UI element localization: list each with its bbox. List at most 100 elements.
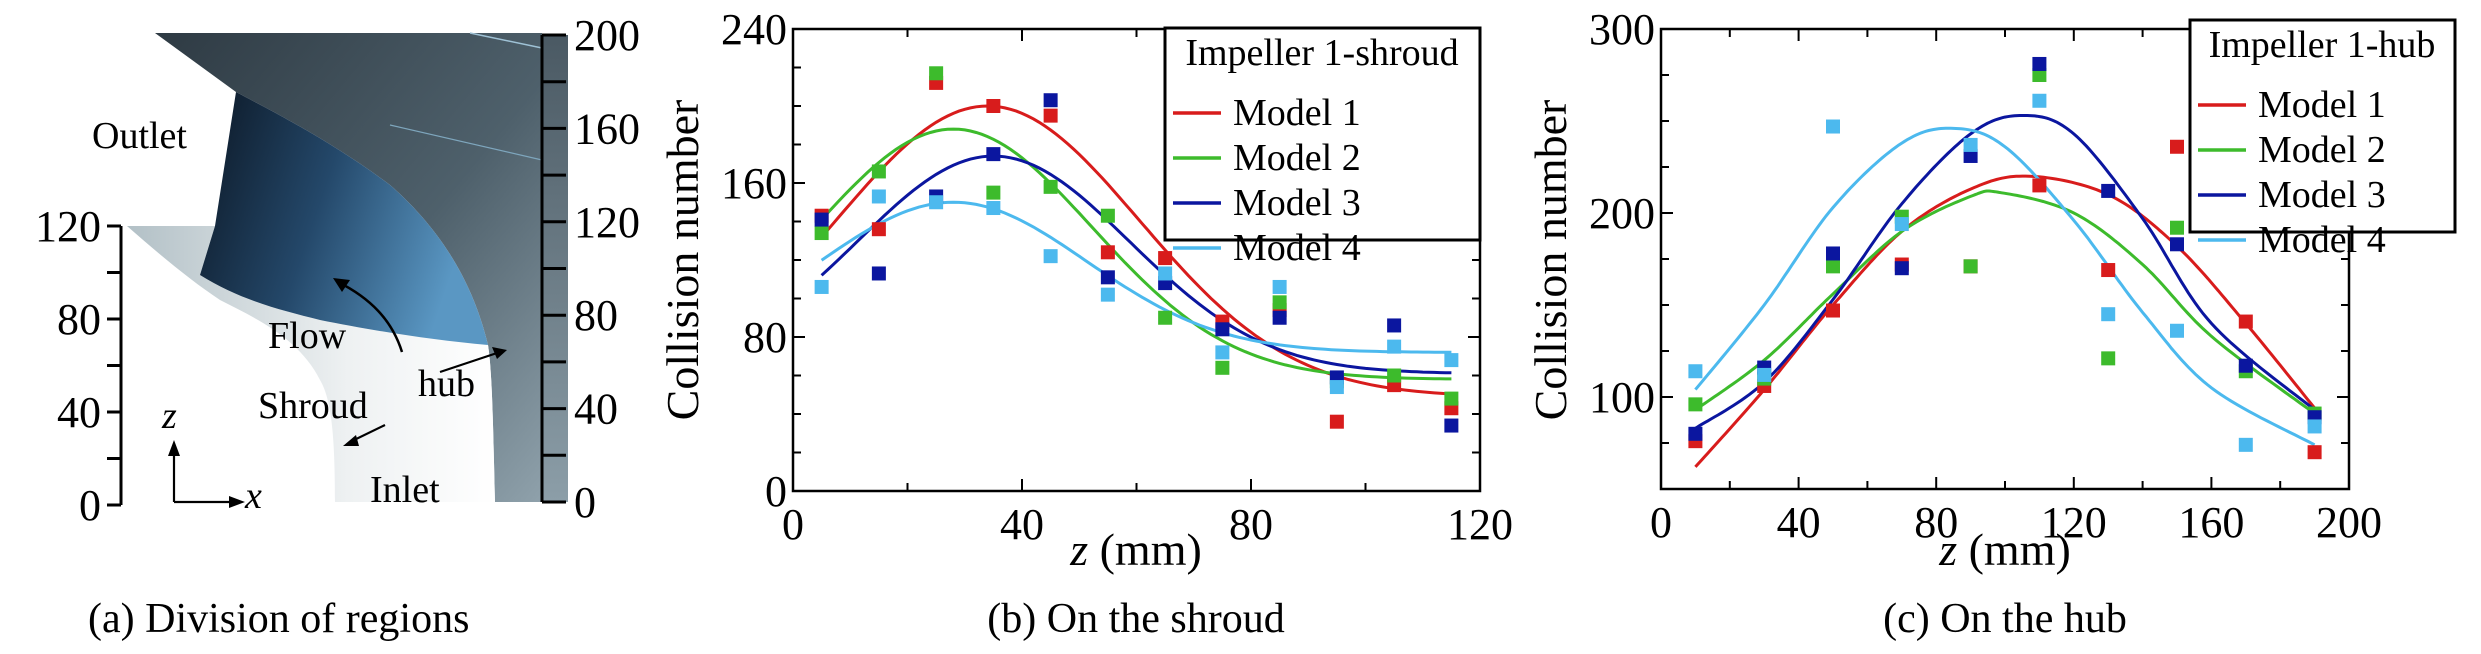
fit-curve-model-3	[820, 154, 1452, 375]
blade-surface	[200, 92, 488, 345]
z-arrowhead-icon	[168, 440, 180, 456]
right-scale-label: 80	[574, 291, 618, 340]
data-point-model-4	[1963, 137, 1978, 152]
data-point-model-3	[1963, 148, 1978, 163]
data-point-model-3	[2032, 56, 2047, 71]
data-point-model-2	[1158, 310, 1173, 325]
data-point-model-2	[1688, 397, 1703, 412]
data-point-model-2	[929, 66, 944, 81]
right-scale-label: 200	[574, 11, 640, 60]
legend-entry: Model 2	[2258, 129, 2386, 171]
hub-arrow-icon	[439, 350, 501, 374]
data-point-model-2	[986, 185, 1001, 200]
data-point-model-2	[1387, 368, 1402, 383]
data-point-model-1	[2307, 445, 2322, 460]
legend-entry: Model 4	[1233, 227, 1361, 269]
caption-a: (a) Division of regions	[88, 596, 469, 642]
label-x-axis: x	[244, 475, 262, 517]
legend-entry: Model 3	[2258, 174, 2386, 216]
y-tick-label: 160	[721, 159, 787, 208]
right-scale-label: 40	[574, 385, 618, 434]
legend-entry: Model 1	[1233, 92, 1361, 134]
data-point-model-4	[871, 189, 886, 204]
data-point-model-4	[1894, 217, 1909, 232]
x-tick-label: 80	[1914, 498, 1958, 547]
fit-curve-model-1	[1694, 174, 2316, 468]
left-scale-label: 40	[57, 388, 101, 437]
x-tick-label: 0	[782, 500, 804, 549]
data-point-model-1	[1826, 303, 1840, 318]
data-point-model-4	[2170, 323, 2184, 338]
data-point-model-4	[1158, 266, 1173, 281]
data-point-model-1	[2032, 178, 2047, 193]
fit-curve-model-3	[1694, 114, 2316, 430]
legend-entry: Model 3	[1233, 182, 1361, 224]
x-tick-label: 120	[2041, 498, 2107, 547]
label-z-axis: z	[161, 395, 177, 437]
data-point-model-4	[2032, 93, 2047, 108]
legend-entry: Model 4	[2258, 219, 2386, 261]
right-scale-label: 0	[574, 478, 596, 527]
data-point-model-4	[1043, 249, 1058, 264]
fit-curve-model-4	[820, 200, 1452, 354]
data-point-model-3	[1387, 318, 1402, 333]
y-tick-label: 240	[721, 5, 787, 54]
data-point-model-1	[986, 99, 1001, 113]
data-point-model-3	[986, 147, 1001, 162]
flow-arrowhead-icon	[333, 278, 350, 292]
data-point-model-3	[2170, 237, 2184, 252]
data-point-model-3	[1272, 310, 1287, 325]
data-point-model-2	[1215, 360, 1230, 375]
x-tick-label: 120	[1447, 500, 1513, 549]
x-axis-unit: (mm)	[1957, 524, 2071, 575]
y-tick-label: 200	[1589, 189, 1655, 238]
x-arrowhead-icon	[229, 496, 245, 508]
right-scale-label: 160	[574, 104, 640, 153]
left-scale-label: 80	[57, 295, 101, 344]
x-tick-label: 40	[1000, 500, 1044, 549]
highlight-line	[389, 124, 543, 161]
legend-entry: Model 1	[2258, 84, 2386, 126]
data-point-model-2	[1444, 391, 1459, 406]
data-point-model-2	[814, 226, 829, 241]
data-point-model-1	[1043, 108, 1058, 123]
data-point-model-4	[1100, 287, 1115, 302]
data-point-model-2	[1272, 295, 1287, 310]
data-point-model-3	[1826, 246, 1840, 261]
data-point-model-2	[2032, 68, 2047, 82]
fit-curve-model-4	[1694, 126, 2316, 447]
data-point-model-4	[814, 279, 829, 294]
x-tick-label: 160	[2178, 498, 2244, 547]
left-scale-label: 120	[35, 202, 101, 251]
x-axis-var: z	[1069, 524, 1088, 575]
data-point-model-4	[986, 201, 1001, 216]
data-point-model-3	[2238, 358, 2253, 373]
y-axis-title: Collision number	[1525, 100, 1576, 421]
x-axis-title: z (mm)	[1069, 524, 1202, 575]
data-point-model-2	[1100, 208, 1115, 223]
data-point-model-1	[871, 222, 886, 237]
data-point-model-2	[2101, 351, 2116, 366]
data-point-model-3	[814, 212, 829, 227]
x-axis-title: z (mm)	[1938, 524, 2071, 575]
data-point-model-4	[2101, 307, 2116, 322]
data-point-model-1	[2170, 139, 2184, 154]
label-inlet: Inlet	[370, 469, 440, 511]
data-point-model-4	[2238, 437, 2253, 452]
caption-b: (b) On the shroud	[987, 596, 1284, 642]
x-tick-label: 0	[1650, 498, 1672, 547]
y-tick-label: 300	[1589, 5, 1655, 54]
y-tick-label: 80	[743, 313, 787, 362]
chart-hub: 0 40 80 120 160 200 100 200 300 Collision number…	[1525, 5, 2457, 642]
data-point-model-2	[1963, 259, 1978, 274]
shroud-arrowhead-icon	[343, 435, 359, 446]
hub-surface	[155, 33, 542, 502]
right-scale-label: 120	[574, 198, 640, 247]
x-tick-label: 40	[1777, 498, 1821, 547]
label-shroud: Shroud	[258, 385, 368, 427]
legend-title: Impeller 1-hub	[2209, 24, 2436, 66]
panel-a-division-of-regions: 0 40 80 120 0 40 80 120 160 200 Outlet Flow Shro…	[35, 11, 640, 642]
data-point-model-1	[1329, 414, 1344, 429]
data-point-model-4	[1444, 353, 1459, 368]
